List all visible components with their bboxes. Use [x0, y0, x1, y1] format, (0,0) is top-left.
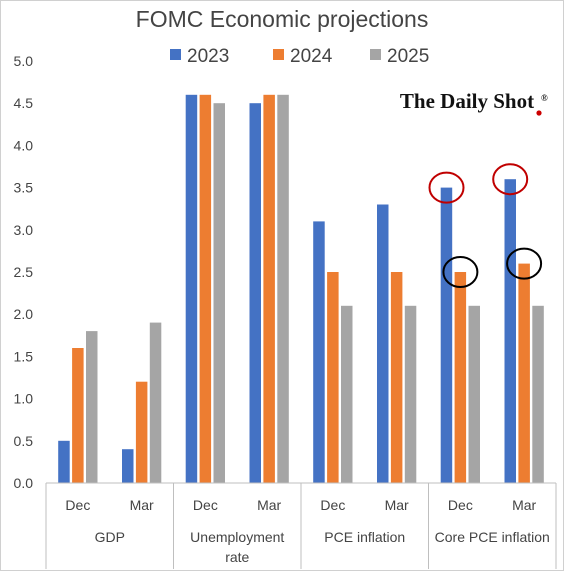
- x-group-label: rate: [225, 549, 249, 565]
- bar-2023-0: [58, 440, 70, 483]
- x-category-label: Dec: [320, 497, 345, 513]
- bar-2023-2: [185, 94, 198, 484]
- x-group-label: Core PCE inflation: [435, 529, 550, 545]
- bar-2024-5: [390, 272, 403, 483]
- y-tick-label: 0.5: [14, 433, 34, 449]
- x-group-label: PCE inflation: [324, 529, 405, 545]
- bar-2024-6: [454, 272, 467, 483]
- x-category-label: Dec: [193, 497, 218, 513]
- y-tick-label: 4.0: [14, 137, 34, 153]
- x-group-label: GDP: [95, 529, 125, 545]
- chart-title: FOMC Economic projections: [136, 6, 429, 32]
- bar-2024-2: [199, 94, 212, 484]
- y-axis: 0.0 0.5 1.0 1.5 2.0 2.5 3.0 3.5 4.0 4.5 5.0: [14, 53, 34, 491]
- x-category-label: Dec: [65, 497, 90, 513]
- bar-2025-4: [341, 305, 353, 483]
- y-tick-label: 0.0: [14, 475, 34, 491]
- legend-swatch-2023: [170, 49, 181, 60]
- y-tick-label: 5.0: [14, 53, 34, 69]
- bar-2025-3: [277, 94, 289, 484]
- x-category-label: Mar: [130, 497, 154, 513]
- bar-2025-2: [213, 103, 225, 483]
- y-tick-label: 2.0: [14, 306, 34, 322]
- watermark-red-dot: [536, 110, 542, 116]
- legend-swatch-2024: [273, 49, 284, 60]
- x-group-label: Unemployment: [190, 529, 284, 545]
- x-category-label: Mar: [385, 497, 409, 513]
- bar-2025-1: [149, 322, 162, 483]
- legend: 2023 2024 2025: [170, 46, 429, 67]
- y-tick-label: 4.5: [14, 95, 34, 111]
- bar-2024-3: [263, 94, 275, 484]
- highlight-circle: [442, 256, 479, 288]
- bar-2023-7: [504, 179, 516, 483]
- y-tick-label: 2.5: [14, 264, 34, 280]
- bar-2023-3: [249, 103, 261, 483]
- bar-2025-0: [86, 331, 98, 483]
- bar-2025-5: [404, 305, 417, 483]
- legend-swatch-2025: [370, 49, 381, 60]
- y-tick-label: 1.0: [14, 391, 34, 407]
- highlight-circles: [428, 163, 543, 288]
- legend-label-2025: 2025: [387, 46, 429, 67]
- x-category-label: Dec: [448, 497, 473, 513]
- bar-2024-0: [72, 348, 84, 483]
- y-tick-label: 1.5: [14, 348, 34, 364]
- bar-2023-1: [122, 449, 134, 483]
- watermark-text: The Daily Shot: [400, 89, 534, 113]
- x-axis: Dec Mar GDP Dec Mar Unemployment rate Dec Mar PCE…: [45, 482, 557, 569]
- bar-2024-7: [518, 263, 530, 483]
- bar-2025-6: [468, 305, 480, 483]
- highlight-circle: [428, 171, 465, 204]
- bar-2024-1: [135, 381, 148, 483]
- bar-2023-5: [377, 204, 389, 483]
- legend-label-2023: 2023: [187, 46, 229, 67]
- daily-shot-watermark: The Daily Shot ®: [400, 89, 548, 116]
- bars: [58, 94, 544, 484]
- x-category-label: Mar: [512, 497, 536, 513]
- bar-2023-6: [440, 187, 453, 483]
- bar-2023-4: [313, 221, 325, 483]
- legend-label-2024: 2024: [290, 46, 333, 67]
- y-tick-label: 3.0: [14, 222, 34, 238]
- x-category-label: Mar: [257, 497, 281, 513]
- highlight-circle: [492, 163, 529, 196]
- bar-2025-7: [532, 305, 544, 483]
- y-tick-label: 3.5: [14, 180, 34, 196]
- bar-2024-4: [327, 272, 339, 483]
- watermark-registered-mark: ®: [541, 93, 548, 103]
- highlight-circle: [506, 247, 543, 280]
